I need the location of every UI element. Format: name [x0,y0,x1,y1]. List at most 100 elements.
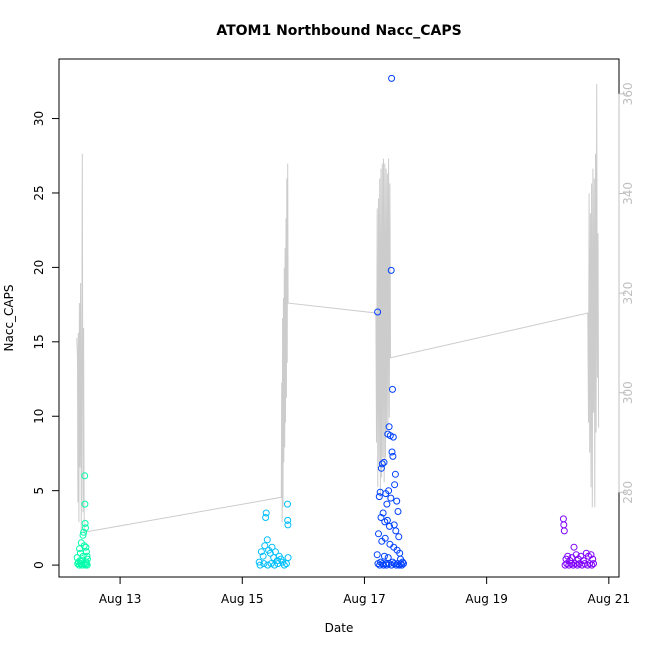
scatter-point [378,460,386,468]
x-axis: Aug 13 Aug 15 Aug 17 Aug 19 Aug 21 [99,576,631,606]
scatter-point [379,509,387,517]
scatter-point [268,543,276,551]
scatter-point [274,560,282,568]
scatter-point [80,542,88,550]
scatter-point [377,464,385,472]
x-tick-label: Aug 21 [588,592,631,606]
scatter-point [263,536,271,544]
scatter-point [393,497,401,505]
y-left-tick-label: 0 [32,561,46,569]
scatter-point [391,481,399,489]
scatter-point [573,561,581,569]
scatter-point [389,385,396,393]
scatter-point [399,558,407,566]
plot-frame [58,58,620,578]
series-line [76,83,600,533]
scatter-point [387,266,395,274]
scatter-point [385,423,393,431]
y-right-tick-label: 360 [621,82,635,105]
scatter-point [380,552,388,560]
y-right-tick-label: 280 [621,481,635,504]
scatter-point [79,552,87,560]
scatter-point [383,516,391,524]
scatter-point [383,500,391,508]
x-tick-label: Aug 15 [221,592,264,606]
scatter-point [82,548,90,556]
scatter-point [564,552,572,560]
scatter-point [255,558,263,566]
scatter-point [572,551,580,559]
scatter-point [569,561,577,569]
scatter-point [389,452,397,460]
scatter-point [259,552,267,560]
y-axis-left: 0 5 10 15 20 25 30 [32,111,60,569]
scatter-point [79,531,87,539]
y-left-tick-label: 15 [32,334,46,349]
scatter-point [82,524,89,532]
x-tick-label: Aug 13 [99,592,142,606]
scatter-point [386,522,393,530]
scatter-point [284,521,292,529]
line-layer [76,83,600,533]
y-axis-label: Nacc_CAPS [2,285,16,352]
x-tick-label: Aug 19 [465,592,508,606]
scatter-point [82,558,90,566]
scatter-point [391,470,399,478]
x-axis-label: Date [325,621,354,635]
scatter-point [284,516,292,524]
scatter-point [374,308,382,316]
scatter-point [80,528,88,536]
scatter-point [264,561,272,569]
scatter-point [380,458,388,466]
scatter-point [588,561,596,569]
scatter-point [571,560,579,568]
scatter-point [395,533,403,541]
scatter-point [388,448,396,456]
scatter-point [389,433,397,441]
scatter-point [388,74,396,82]
scatter-point [280,561,288,569]
scatter-point [271,561,278,569]
scatter-layer [73,74,597,569]
scatter-point [563,560,571,568]
scatter-point [560,521,568,529]
scatter-point [284,500,291,508]
x-tick-label: Aug 17 [343,592,386,606]
scatter-point [377,514,385,521]
y-axis-right: 280 300 320 340 360 [618,82,635,504]
scatter-point [282,560,290,568]
scatter-point [256,561,264,569]
scatter-point [560,527,568,535]
scatter-point [375,530,382,538]
scatter-point [392,527,400,535]
scatter-point [267,560,275,568]
y-left-tick-label: 30 [32,111,46,126]
scatter-point [400,560,407,568]
y-left-tick-label: 5 [32,487,46,495]
y-left-tick-label: 10 [32,409,46,424]
scatter-point [81,519,89,527]
scatter-point [375,493,383,501]
scatter-point [262,509,270,517]
chart-title: ATOM1 Northbound Nacc_CAPS [216,23,461,39]
y-right-tick-label: 340 [621,182,635,205]
scatter-point [586,560,594,568]
scatter-point [262,514,270,521]
scatter-point [381,534,389,542]
scatter-point [81,472,89,480]
scatter-point [567,560,575,568]
scatter-point [394,508,402,515]
scatter-point [398,561,406,569]
y-right-tick-label: 320 [621,282,635,305]
scatter-point [260,560,268,568]
scatter-point [570,543,578,551]
scatter-point [587,551,595,559]
scatter-point [81,500,89,508]
scatter-point [397,560,405,568]
scatter-point [385,487,393,495]
scatter-point [82,543,90,551]
scatter-point [387,494,395,502]
scatter-point [284,554,292,562]
scatter-point [559,515,567,523]
